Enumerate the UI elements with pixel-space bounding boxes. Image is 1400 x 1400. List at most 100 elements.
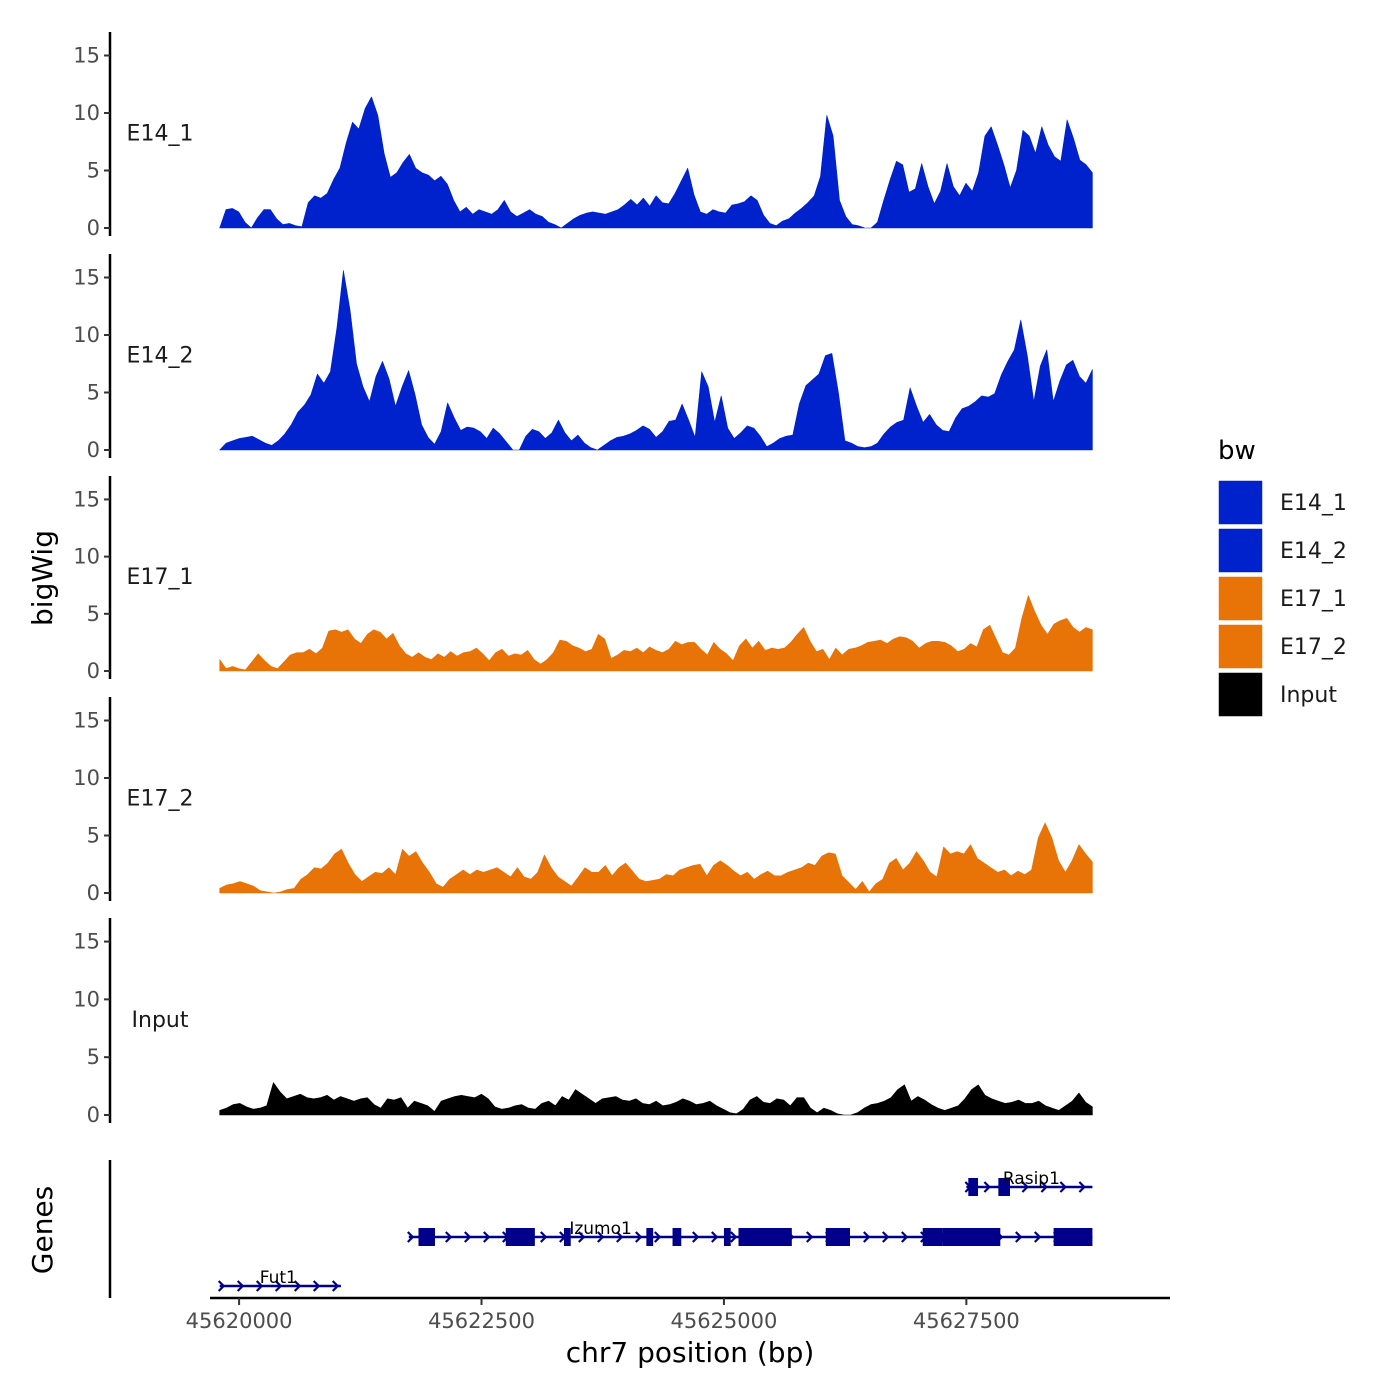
exon	[723, 1228, 731, 1246]
exon	[1053, 1228, 1093, 1246]
y-tick-label: 5	[87, 1045, 100, 1069]
strand-arrow	[1034, 1231, 1042, 1243]
exon	[968, 1178, 978, 1196]
y-tick-label: 5	[87, 381, 100, 405]
strand-arrow	[692, 1231, 700, 1243]
exon	[825, 1228, 850, 1246]
y-tick-label: 10	[73, 323, 100, 347]
strand-arrow	[236, 1280, 245, 1292]
track-label: Input	[132, 1008, 189, 1033]
strand-arrow	[274, 1280, 283, 1292]
exon	[418, 1228, 435, 1246]
y-tick-label: 5	[87, 824, 100, 848]
track-E14_2: 0 5 10 15 E14_2	[73, 254, 1093, 462]
y-tick-label: 0	[87, 216, 100, 240]
y-tick-label: 10	[73, 987, 100, 1011]
x-tick-label: 45620000	[186, 1309, 293, 1333]
strand-arrow	[407, 1231, 415, 1243]
gene-label: Fut1	[260, 1268, 297, 1288]
strand-arrow	[983, 1181, 991, 1193]
x-axis: 45620000 45622500 45625000 45627500	[186, 1296, 1170, 1333]
exon	[738, 1228, 792, 1246]
strand-arrow	[1059, 1181, 1067, 1193]
strand-arrow	[711, 1231, 719, 1243]
track-Input: 0 5 10 15 Input	[73, 918, 1093, 1127]
coverage-area	[219, 1082, 1093, 1116]
coverage-area	[219, 822, 1093, 894]
strand-arrow	[1015, 1231, 1023, 1243]
y-tick-label: 15	[73, 709, 100, 733]
coverage-tracks: 0 5 10 15 E14_1 0 5 10 15 E14_2 0 5 10 15 E17_1 0 5 10 15 E…	[73, 32, 1093, 1127]
strand-arrow	[445, 1231, 453, 1243]
y-tick-label: 0	[87, 881, 100, 905]
gene-rasip1: Rasip1	[964, 1169, 1093, 1196]
track-E17_1: 0 5 10 15 E17_1	[73, 476, 1093, 683]
y-tick-label: 5	[87, 159, 100, 183]
exon	[505, 1228, 535, 1246]
strand-arrow	[806, 1231, 814, 1243]
strand-arrow	[217, 1280, 226, 1292]
track-E17_2: 0 5 10 15 E17_2	[73, 697, 1093, 905]
gene-label: Izumo1	[569, 1219, 632, 1239]
genes-track: Rasip1 Izumo1 Fut1	[108, 1160, 1093, 1298]
y-tick-label: 10	[73, 101, 100, 125]
strand-arrow	[882, 1231, 890, 1243]
x-tick-label: 45627500	[913, 1309, 1020, 1333]
legend-label: Input	[1280, 683, 1337, 708]
strand-arrow	[597, 1231, 605, 1243]
track-label: E17_2	[127, 787, 194, 812]
strand-arrow	[312, 1280, 321, 1292]
y-tick-label: 10	[73, 545, 100, 569]
y-tick-label: 0	[87, 659, 100, 683]
strand-arrow	[255, 1280, 264, 1292]
x-tick-label: 45622500	[428, 1309, 535, 1333]
y-tick-label: 5	[87, 602, 100, 626]
exon	[563, 1228, 571, 1246]
legend-swatch	[1217, 671, 1264, 718]
legend-swatch	[1217, 527, 1264, 574]
gene-izumo1: Izumo1	[407, 1219, 1093, 1246]
legend-label: E14_2	[1280, 539, 1347, 564]
y-tick-label: 10	[73, 766, 100, 790]
coverage-area	[219, 595, 1093, 672]
strand-arrow	[540, 1231, 548, 1243]
legend-label: E14_1	[1280, 491, 1347, 516]
legend-label: E17_2	[1280, 635, 1347, 660]
y-axis-title: bigWig	[26, 530, 59, 626]
legend: bw E14_1 E14_2 E17_1 E17_2 Input	[1217, 436, 1347, 718]
track-label: E17_1	[127, 565, 194, 590]
strand-arrow	[293, 1280, 302, 1292]
strand-arrow	[616, 1231, 624, 1243]
y-tick-label: 15	[73, 930, 100, 954]
legend-title: bw	[1218, 436, 1256, 466]
y-tick-label: 15	[73, 487, 100, 511]
coverage-area	[219, 96, 1093, 229]
strand-arrow	[1021, 1181, 1029, 1193]
y-tick-label: 15	[73, 266, 100, 290]
coverage-area	[219, 270, 1093, 451]
y-tick-label: 15	[73, 44, 100, 68]
strand-arrow	[654, 1231, 662, 1243]
strand-arrow	[901, 1231, 909, 1243]
exon	[672, 1228, 682, 1246]
exon	[646, 1228, 654, 1246]
strand-arrow	[863, 1231, 871, 1243]
strand-arrow	[1040, 1181, 1048, 1193]
track-label: E14_1	[127, 122, 194, 147]
legend-swatch	[1217, 575, 1264, 622]
exon	[922, 1228, 943, 1246]
strand-arrow	[578, 1231, 586, 1243]
y-tick-label: 0	[87, 438, 100, 462]
strand-arrow	[483, 1231, 491, 1243]
track-label: E14_2	[127, 344, 194, 369]
track-E14_1: 0 5 10 15 E14_1	[73, 32, 1093, 240]
genes-track-title: Genes	[26, 1186, 59, 1274]
strand-arrow	[730, 1231, 738, 1243]
legend-swatch	[1217, 623, 1264, 670]
x-tick-label: 45625000	[670, 1309, 777, 1333]
strand-arrow	[635, 1231, 643, 1243]
strand-arrow	[1078, 1181, 1086, 1193]
exon	[998, 1178, 1010, 1196]
legend-swatch	[1217, 479, 1264, 526]
